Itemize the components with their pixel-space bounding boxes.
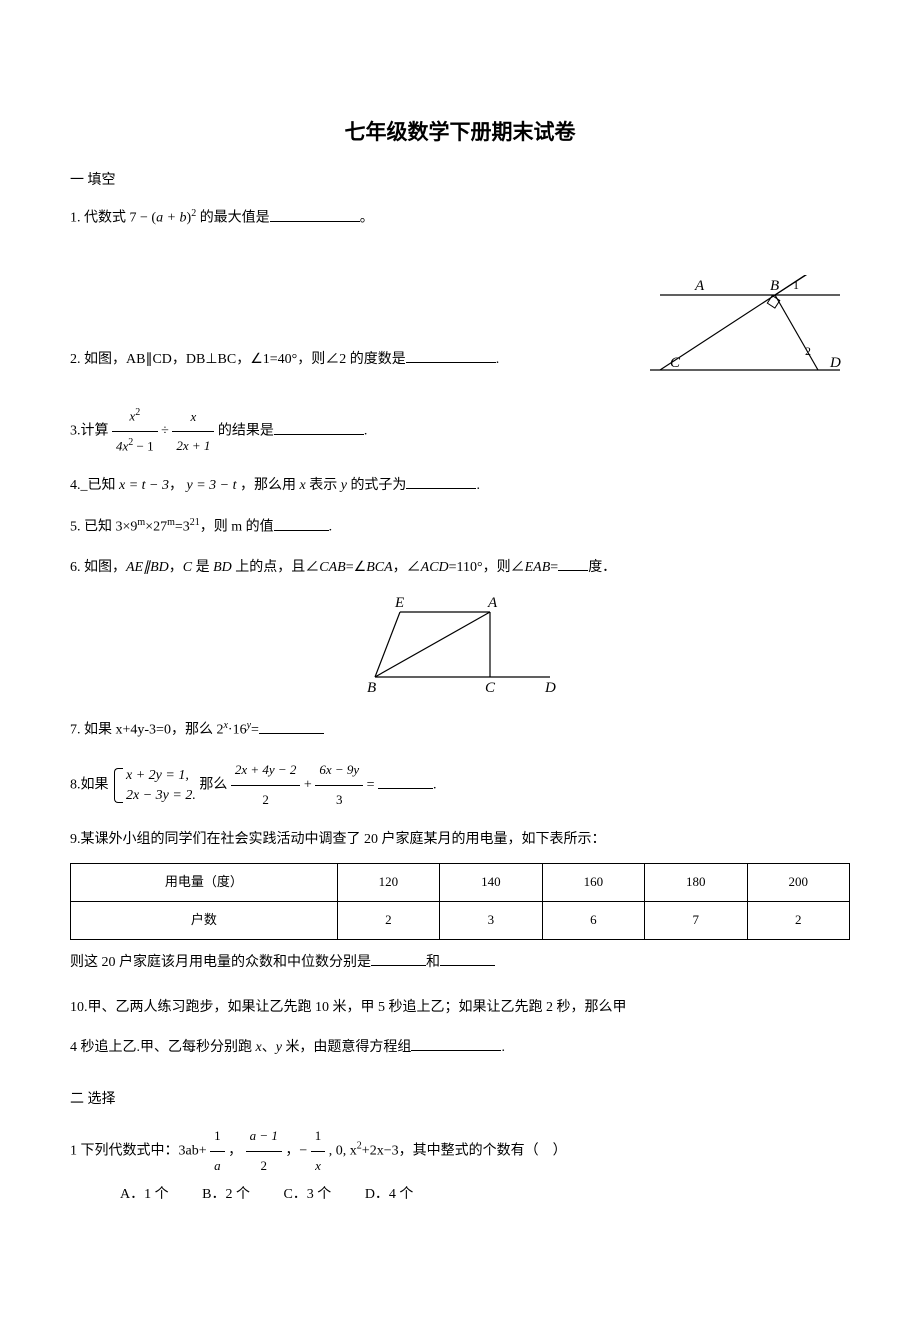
q7-dot: ·16 bbox=[228, 723, 247, 738]
q5-blank bbox=[274, 516, 329, 531]
q5-pre: 5. 已知 3×9 bbox=[70, 520, 137, 535]
q3-tail: 的结果是 bbox=[218, 424, 274, 439]
choice-c: C．3 个 bbox=[283, 1180, 331, 1211]
table-row: 户数 2 3 6 7 2 bbox=[71, 902, 850, 940]
question-6: 6. 如图，AE∥BD，C 是 BD 上的点，且∠CAB=∠BCA，∠ACD=1… bbox=[70, 553, 850, 705]
q9-blank1 bbox=[371, 951, 426, 966]
q9-table: 用电量（度） 120 140 160 180 200 户数 2 3 6 7 2 bbox=[70, 863, 850, 939]
s2q1-f2: a − 12 bbox=[246, 1122, 282, 1180]
q1-period: 。 bbox=[360, 211, 374, 226]
svg-text:A: A bbox=[694, 278, 705, 294]
q4-pre: 4._已知 bbox=[70, 478, 119, 493]
q4-e2: y = 3 − t bbox=[187, 478, 237, 493]
page-title: 七年级数学下册期末试卷 bbox=[70, 114, 850, 152]
q4-period: . bbox=[476, 478, 480, 493]
q8-frac2: 6x − 9y 3 bbox=[315, 756, 363, 814]
q4-tail: 的式子为 bbox=[347, 478, 407, 493]
q4-m1: ， bbox=[169, 478, 187, 493]
q10-period: . bbox=[501, 1040, 505, 1055]
q8-system: x + 2y = 1, 2x − 3y = 2. bbox=[112, 766, 196, 805]
q10-l2-post: 米，由题意得方程组 bbox=[282, 1040, 412, 1055]
q6-p1: AE∥BD bbox=[126, 560, 169, 575]
svg-text:D: D bbox=[829, 355, 841, 371]
svg-text:B: B bbox=[367, 680, 376, 692]
svg-text:C: C bbox=[485, 680, 496, 692]
q6-blank bbox=[558, 556, 588, 571]
q8-eqs: = bbox=[367, 778, 378, 793]
q5-m2: m bbox=[167, 517, 175, 528]
q9-tail-pre: 则这 20 户家庭该月用电量的众数和中位数分别是 bbox=[70, 955, 371, 970]
s2-question-1: 1 下列代数式中：3ab+ 1a ， a − 12 ，− 1x , 0, x2+… bbox=[70, 1122, 850, 1211]
q2-blank bbox=[406, 348, 496, 363]
svg-text:D: D bbox=[544, 680, 556, 692]
s2q1-choices: A．1 个 B．2 个 C．3 个 D．4 个 bbox=[70, 1180, 850, 1211]
question-4: 4._已知 x = t − 3， y = 3 − t ，那么用 x 表示 y 的… bbox=[70, 471, 850, 502]
q3-frac2: x 2x + 1 bbox=[172, 403, 214, 461]
section-2-header: 二 选择 bbox=[70, 1087, 850, 1112]
q3-period: . bbox=[364, 424, 368, 439]
q10-l1: 10.甲、乙两人练习跑步，如果让乙先跑 10 米，甲 5 秒追上乙；如果让乙先跑… bbox=[70, 988, 850, 1027]
q5-eq: =3 bbox=[175, 520, 190, 535]
q8-mid: 那么 bbox=[199, 778, 231, 793]
q10-blank bbox=[411, 1036, 501, 1051]
s2q1-pre: 1 下列代数式中：3ab+ bbox=[70, 1143, 207, 1158]
table-row: 用电量（度） 120 140 160 180 200 bbox=[71, 864, 850, 902]
q10-l2-pre: 4 秒追上乙.甲、乙每秒分别跑 bbox=[70, 1040, 256, 1055]
q8-frac1: 2x + 4y − 2 2 bbox=[231, 756, 301, 814]
q3-frac1: x2 4x2 − 1 bbox=[112, 402, 158, 461]
q8-plus: + bbox=[304, 778, 315, 793]
q3-div: ÷ bbox=[161, 424, 172, 439]
q2-figure: A B C D 1 2 bbox=[640, 275, 850, 393]
q7-blank bbox=[259, 719, 324, 734]
q5-exp: 21 bbox=[190, 517, 200, 528]
q2-period: . bbox=[496, 352, 500, 367]
q3-pre: 3.计算 bbox=[70, 424, 112, 439]
question-7: 7. 如果 x+4y-3=0，那么 2x·16y= bbox=[70, 715, 850, 746]
question-8: 8.如果 x + 2y = 1, 2x − 3y = 2. 那么 2x + 4y… bbox=[70, 756, 850, 814]
question-2: A B C D 1 2 2. 如图，AB∥CD，DB⊥BC，∠1=40°，则∠2… bbox=[70, 275, 850, 393]
s2q1-f1: 1a bbox=[210, 1122, 225, 1180]
svg-text:2: 2 bbox=[805, 344, 811, 358]
q9-text: 9.某课外小组的同学们在社会实践活动中调查了 20 户家庭某月的用电量，如下表所… bbox=[70, 825, 850, 856]
section-1-header: 一 填空 bbox=[70, 168, 850, 193]
q6-figure: E A B C D bbox=[70, 592, 850, 705]
q6-unit: 度． bbox=[588, 560, 616, 575]
choice-d: D．4 个 bbox=[365, 1180, 414, 1211]
q8-blank bbox=[378, 774, 433, 789]
question-1: 1. 代数式 7 − (a + b)2 的最大值是。 bbox=[70, 203, 850, 234]
svg-text:C: C bbox=[670, 355, 681, 371]
q5-tail: ，则 m 的值 bbox=[200, 520, 274, 535]
question-10: 10.甲、乙两人练习跑步，如果让乙先跑 10 米，甲 5 秒追上乙；如果让乙先跑… bbox=[70, 988, 850, 1066]
question-9: 9.某课外小组的同学们在社会实践活动中调查了 20 户家庭某月的用电量，如下表所… bbox=[70, 825, 850, 979]
q1-pre: 1. 代数式 7 − ( bbox=[70, 211, 156, 226]
choice-b: B．2 个 bbox=[202, 1180, 250, 1211]
q9-blank2 bbox=[440, 951, 495, 966]
q9-tail-mid: 和 bbox=[426, 955, 440, 970]
svg-text:E: E bbox=[394, 595, 404, 611]
q6-pre: 6. 如图， bbox=[70, 560, 126, 575]
q8-period: . bbox=[433, 778, 437, 793]
q2-text: 2. 如图，AB∥CD，DB⊥BC，∠1=40°，则∠2 的度数是 bbox=[70, 352, 406, 367]
q5-mid: ×27 bbox=[145, 520, 167, 535]
q1-blank bbox=[270, 207, 360, 222]
q4-blank bbox=[406, 474, 476, 489]
question-3: 3.计算 x2 4x2 − 1 ÷ x 2x + 1 的结果是. bbox=[70, 402, 850, 461]
svg-text:A: A bbox=[487, 595, 498, 611]
s2q1-f3: 1x bbox=[311, 1122, 326, 1180]
svg-text:B: B bbox=[770, 278, 779, 294]
q3-blank bbox=[274, 420, 364, 435]
q7-eq: = bbox=[251, 723, 259, 738]
q1-ab: a + b bbox=[156, 211, 186, 226]
q1-tail: 的最大值是 bbox=[196, 211, 270, 226]
question-5: 5. 已知 3×9m×27m=321，则 m 的值. bbox=[70, 512, 850, 543]
svg-text:1: 1 bbox=[793, 278, 799, 292]
q8-pre: 8.如果 bbox=[70, 778, 109, 793]
choice-a: A．1 个 bbox=[120, 1180, 169, 1211]
q5-period: . bbox=[329, 520, 333, 535]
q4-m2: ，那么用 bbox=[237, 478, 300, 493]
q4-m3: 表示 bbox=[306, 478, 341, 493]
q4-e1: x = t − 3 bbox=[119, 478, 169, 493]
q7-pre: 7. 如果 x+4y-3=0，那么 2 bbox=[70, 723, 223, 738]
